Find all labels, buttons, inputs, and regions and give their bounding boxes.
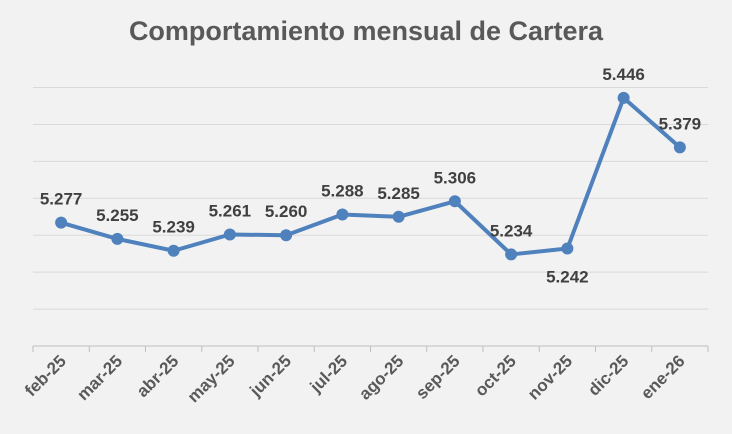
data-point xyxy=(505,248,518,261)
data-label: 5.255 xyxy=(96,206,139,225)
x-tick-label: may-25 xyxy=(184,351,239,406)
data-point xyxy=(223,228,236,241)
x-tick-label: ene-26 xyxy=(637,351,689,403)
data-point xyxy=(55,216,68,229)
data-point xyxy=(392,210,405,223)
data-label: 5.260 xyxy=(265,202,308,221)
data-point xyxy=(336,208,349,221)
x-tick-label: ago-25 xyxy=(355,351,407,403)
x-tick-label: mar-25 xyxy=(73,351,126,404)
data-label: 5.239 xyxy=(152,218,195,237)
data-labels: 5.277 5.255 5.239 5.261 5.260 5.288 5.285 5.306… xyxy=(40,65,701,287)
data-label: 5.288 xyxy=(321,182,364,201)
data-point xyxy=(167,244,180,257)
data-point xyxy=(280,229,293,242)
data-point xyxy=(673,141,686,154)
x-tick-label: nov-25 xyxy=(524,351,576,403)
data-point xyxy=(561,242,574,255)
data-label: 5.242 xyxy=(546,268,589,287)
x-tick-label: dic-25 xyxy=(584,351,632,399)
data-point xyxy=(448,195,461,208)
x-tick-label: jun-25 xyxy=(245,351,295,401)
data-label: 5.261 xyxy=(209,201,252,220)
x-axis: feb-25 mar-25 abr-25 may-25 jun-25 jul-25 ago-… xyxy=(21,345,709,406)
data-point xyxy=(111,232,124,245)
data-label: 5.446 xyxy=(602,65,645,84)
series-group xyxy=(55,91,686,261)
data-label: 5.277 xyxy=(40,190,83,209)
x-tick-label: oct-25 xyxy=(471,351,520,400)
x-tick-label: abr-25 xyxy=(133,351,183,401)
data-label: 5.379 xyxy=(659,114,702,133)
data-label: 5.285 xyxy=(377,184,420,203)
gridlines xyxy=(33,87,708,310)
x-tick-label: jul-25 xyxy=(306,351,352,397)
data-label: 5.306 xyxy=(434,168,477,187)
series-line xyxy=(59,95,682,257)
x-tick-label: sep-25 xyxy=(412,351,464,403)
chart-title: Comportamiento mensual de Cartera xyxy=(129,16,604,46)
data-point xyxy=(617,91,630,104)
x-tick-label: feb-25 xyxy=(21,351,70,400)
data-label: 5.234 xyxy=(490,221,533,240)
